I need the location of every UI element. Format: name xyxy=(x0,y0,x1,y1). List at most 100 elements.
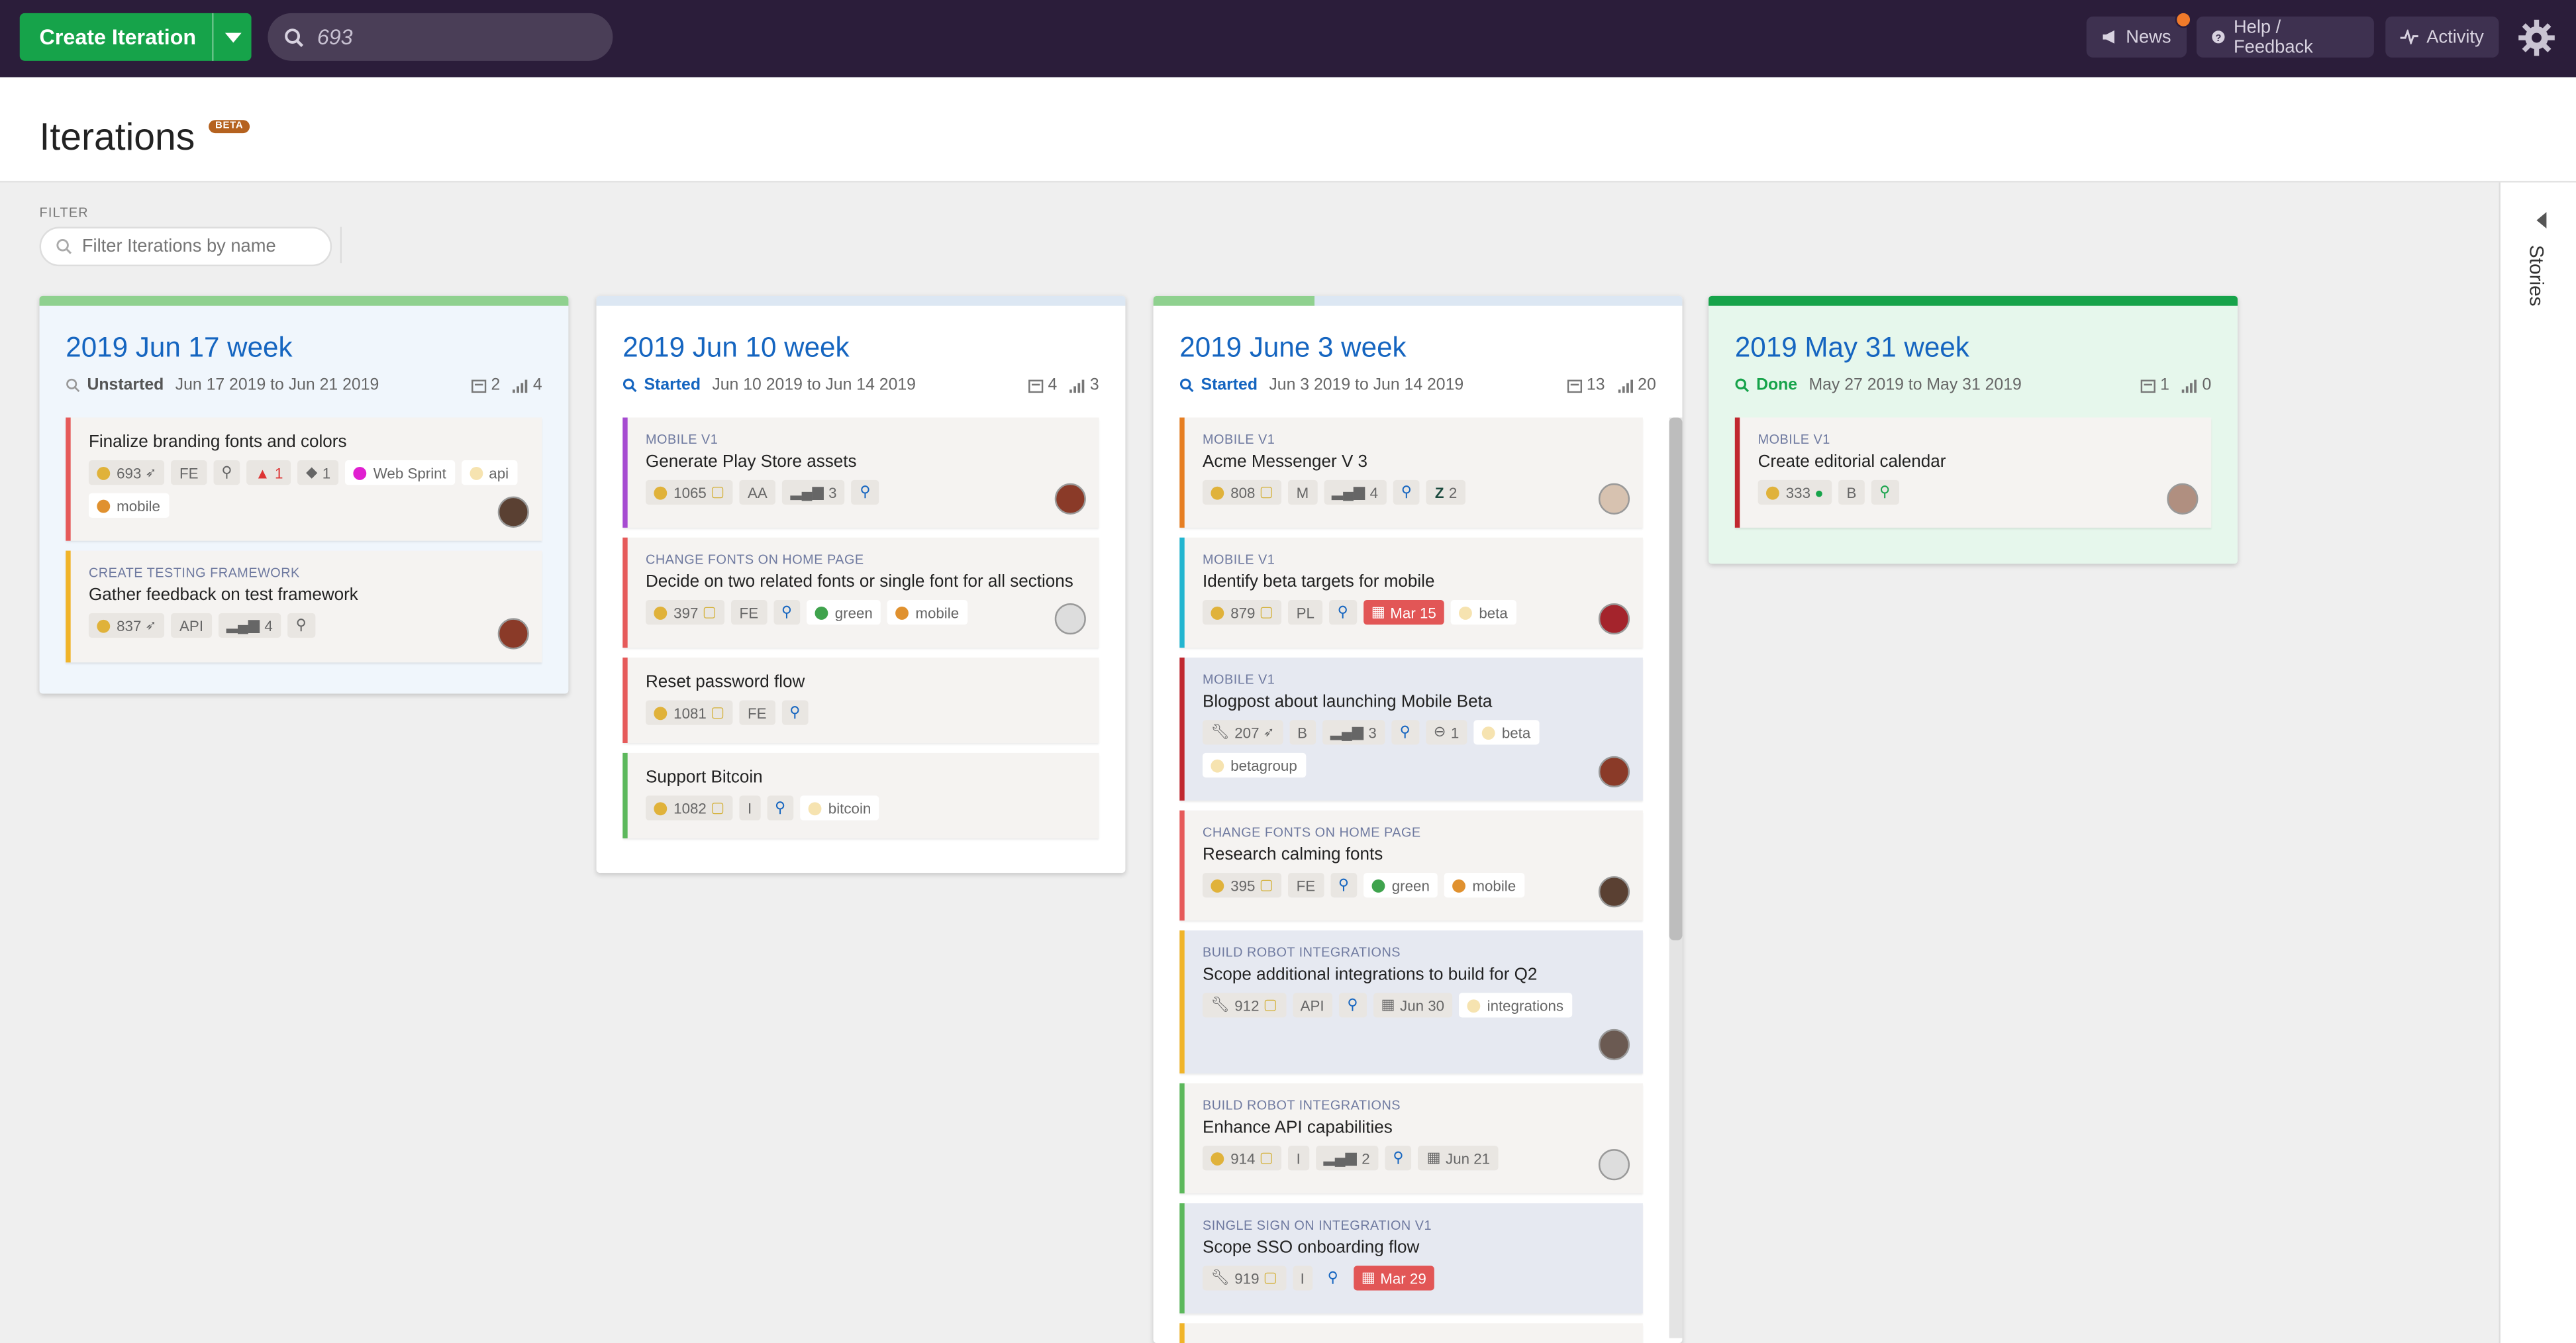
story-card[interactable]: CHANGE FONTS ON HOME PAGE Research calmi… xyxy=(1179,810,1643,921)
label-chip[interactable]: integrations xyxy=(1459,993,1572,1018)
note-icon: ▢ xyxy=(1259,603,1273,620)
epic-name[interactable]: CREATE TESTING FRAMEWORK xyxy=(88,565,300,581)
story-name[interactable]: Blogpost about launching Mobile Beta xyxy=(1203,692,1493,712)
story-name[interactable]: Acme Messenger V 3 xyxy=(1203,452,1368,472)
story-card[interactable]: MOBILE V1 Acme Messenger V 3 808 ▢ M ▂▄▆… xyxy=(1179,417,1643,528)
iteration-title[interactable]: 2019 June 3 week xyxy=(1179,332,1407,364)
story-name[interactable]: Scope SSO onboarding flow xyxy=(1203,1238,1420,1258)
filter-input[interactable] xyxy=(78,234,330,258)
avatar[interactable] xyxy=(497,618,529,650)
avatar[interactable] xyxy=(1598,1149,1630,1181)
create-iteration-button[interactable]: Create Iteration xyxy=(19,13,252,61)
avatar[interactable] xyxy=(1054,483,1086,515)
story-name[interactable]: Gather feedback on test framework xyxy=(88,585,358,605)
label-chip[interactable]: mobile xyxy=(887,600,967,625)
label-chip[interactable]: Web Sprint xyxy=(345,460,455,485)
epic-name[interactable]: MOBILE V1 xyxy=(1203,672,1275,687)
story-chips: 395 ▢ FE ⚲ green mobile xyxy=(1203,873,1626,906)
avatar[interactable] xyxy=(1598,603,1630,635)
story-name[interactable]: Reset password flow xyxy=(645,672,805,693)
avatar[interactable] xyxy=(1054,603,1086,635)
story-card[interactable]: BUILD ROBOT INTEGRATIONS Scope additiona… xyxy=(1179,930,1643,1073)
story-card[interactable]: Support Bitcoin 1082 ▢ I ⚲ bitcoin xyxy=(622,752,1099,838)
estimate-chip: ▂▄▆ 4 xyxy=(218,613,281,638)
story-card[interactable]: SINGLE SIGN ON INTEGRATION V1 Scope SSO … xyxy=(1179,1203,1643,1314)
story-chips: 1081 ▢ FE ⚲ xyxy=(645,700,1083,733)
story-id-chip: 693 ➶ xyxy=(88,460,165,485)
avatar[interactable] xyxy=(1598,1028,1630,1061)
epic-name[interactable]: SINGLE SIGN ON INTEGRATION V1 xyxy=(1203,1218,1432,1233)
stories-side-panel[interactable]: Stories xyxy=(2499,182,2576,1343)
story-name[interactable]: Identify beta targets for mobile xyxy=(1203,572,1435,592)
label-chip[interactable]: green xyxy=(1363,873,1438,898)
epic-name[interactable]: MOBILE V1 xyxy=(1203,432,1275,448)
avatar[interactable] xyxy=(1598,483,1630,515)
avatar[interactable] xyxy=(497,496,529,528)
story-name[interactable]: Support Bitcoin xyxy=(645,768,763,788)
avatar[interactable] xyxy=(1598,876,1630,908)
label-chip[interactable]: beta xyxy=(1451,600,1516,625)
story-id: 397 xyxy=(673,604,699,621)
story-card[interactable]: CHANGE FONTS ON HOME PAGE Decide on two … xyxy=(622,537,1099,648)
label-chip[interactable]: api xyxy=(461,460,517,485)
story-card[interactable]: BUILD ROBOT INTEGRATIONS Enhance API cap… xyxy=(1179,1083,1643,1194)
epic-name[interactable]: MOBILE V1 xyxy=(645,432,718,448)
story-name[interactable]: Generate Play Store assets xyxy=(645,452,857,472)
story-id: 919 xyxy=(1234,1269,1260,1287)
label-dot-icon xyxy=(469,466,483,479)
story-card[interactable]: MOBILE V1 Create editorial calendar 333 … xyxy=(1734,417,2212,528)
search-bar[interactable] xyxy=(268,13,613,61)
story-name[interactable]: Research calming fonts xyxy=(1203,844,1383,865)
label-chip[interactable]: bitcoin xyxy=(800,795,879,821)
iteration-title[interactable]: 2019 Jun 17 week xyxy=(66,332,293,364)
scrollbar-thumb[interactable] xyxy=(1669,417,1683,940)
label-chip[interactable]: mobile xyxy=(88,493,169,518)
avatar[interactable] xyxy=(2167,483,2199,515)
label-chip[interactable]: beta xyxy=(1473,720,1539,745)
column-scrollbar[interactable] xyxy=(1669,417,1683,1338)
story-card[interactable]: Reset password flow 1081 ▢ FE ⚲ xyxy=(622,657,1099,743)
story-card[interactable]: MOBILE V1 Blogpost about launching Mobil… xyxy=(1179,657,1643,801)
story-name[interactable]: Finalize branding fonts and colors xyxy=(88,432,347,452)
label-chip[interactable]: mobile xyxy=(1444,873,1524,898)
iteration-title[interactable]: 2019 Jun 10 week xyxy=(622,332,850,364)
story-card[interactable]: CREATE TESTING FRAMEWORK Gather feedback… xyxy=(66,550,542,663)
iteration-title[interactable]: 2019 May 31 week xyxy=(1734,332,1969,364)
label-text: bitcoin xyxy=(828,799,871,817)
label-chip[interactable]: green xyxy=(807,600,881,625)
story-name[interactable]: Enhance API capabilities xyxy=(1203,1117,1393,1138)
estimate-bars-icon xyxy=(1070,379,1085,393)
epic-name[interactable]: CHANGE FONTS ON HOME PAGE xyxy=(645,552,864,568)
story-card[interactable]: MOBILE V1 Generate Play Store assets 106… xyxy=(622,417,1099,528)
send-icon: ➶ xyxy=(1263,724,1275,740)
story-id-chip: 1082 ▢ xyxy=(645,795,733,821)
team-chip: I xyxy=(739,795,760,821)
avatar[interactable] xyxy=(1598,756,1630,788)
story-card[interactable]: MOBILE V1 Identify beta targets for mobi… xyxy=(1179,537,1643,648)
create-iteration-dropdown[interactable] xyxy=(212,13,252,61)
label-chip[interactable]: betagroup xyxy=(1203,752,1306,778)
story-name[interactable]: Decide on two related fonts or single fo… xyxy=(645,572,1073,592)
story-name[interactable]: Create editorial calendar xyxy=(1758,452,1946,472)
story-card[interactable]: Finalize branding fonts and colors 693 ➶… xyxy=(66,417,542,541)
epic-name[interactable]: CHANGE FONTS ON HOME PAGE xyxy=(1203,825,1421,840)
activity-button[interactable]: Activity xyxy=(2385,16,2499,58)
news-button[interactable]: News xyxy=(2086,11,2192,58)
chevron-left-icon[interactable] xyxy=(2536,212,2547,229)
filter-field[interactable] xyxy=(39,226,332,267)
warning-chip: ▲ 1 xyxy=(247,460,291,485)
stories-panel-label[interactable]: Stories xyxy=(2525,244,2548,307)
story-card[interactable] xyxy=(1179,1323,1643,1343)
help-feedback-button[interactable]: ? Help / Feedback xyxy=(2196,16,2374,58)
search-input[interactable] xyxy=(313,23,583,51)
story-name[interactable]: Scope additional integrations to build f… xyxy=(1203,965,1538,985)
epic-name[interactable]: BUILD ROBOT INTEGRATIONS xyxy=(1203,1098,1401,1113)
story-id: 912 xyxy=(1234,997,1260,1014)
epic-name[interactable]: BUILD ROBOT INTEGRATIONS xyxy=(1203,945,1401,960)
estimate-bars-icon: ▂▄▆ xyxy=(1323,1149,1357,1166)
epic-name[interactable]: MOBILE V1 xyxy=(1758,432,1830,448)
epic-name[interactable]: MOBILE V1 xyxy=(1203,552,1275,568)
create-iteration-label[interactable]: Create Iteration xyxy=(39,25,197,50)
story-id-chip: 879 ▢ xyxy=(1203,600,1282,625)
settings-gear-icon[interactable] xyxy=(2517,18,2557,58)
